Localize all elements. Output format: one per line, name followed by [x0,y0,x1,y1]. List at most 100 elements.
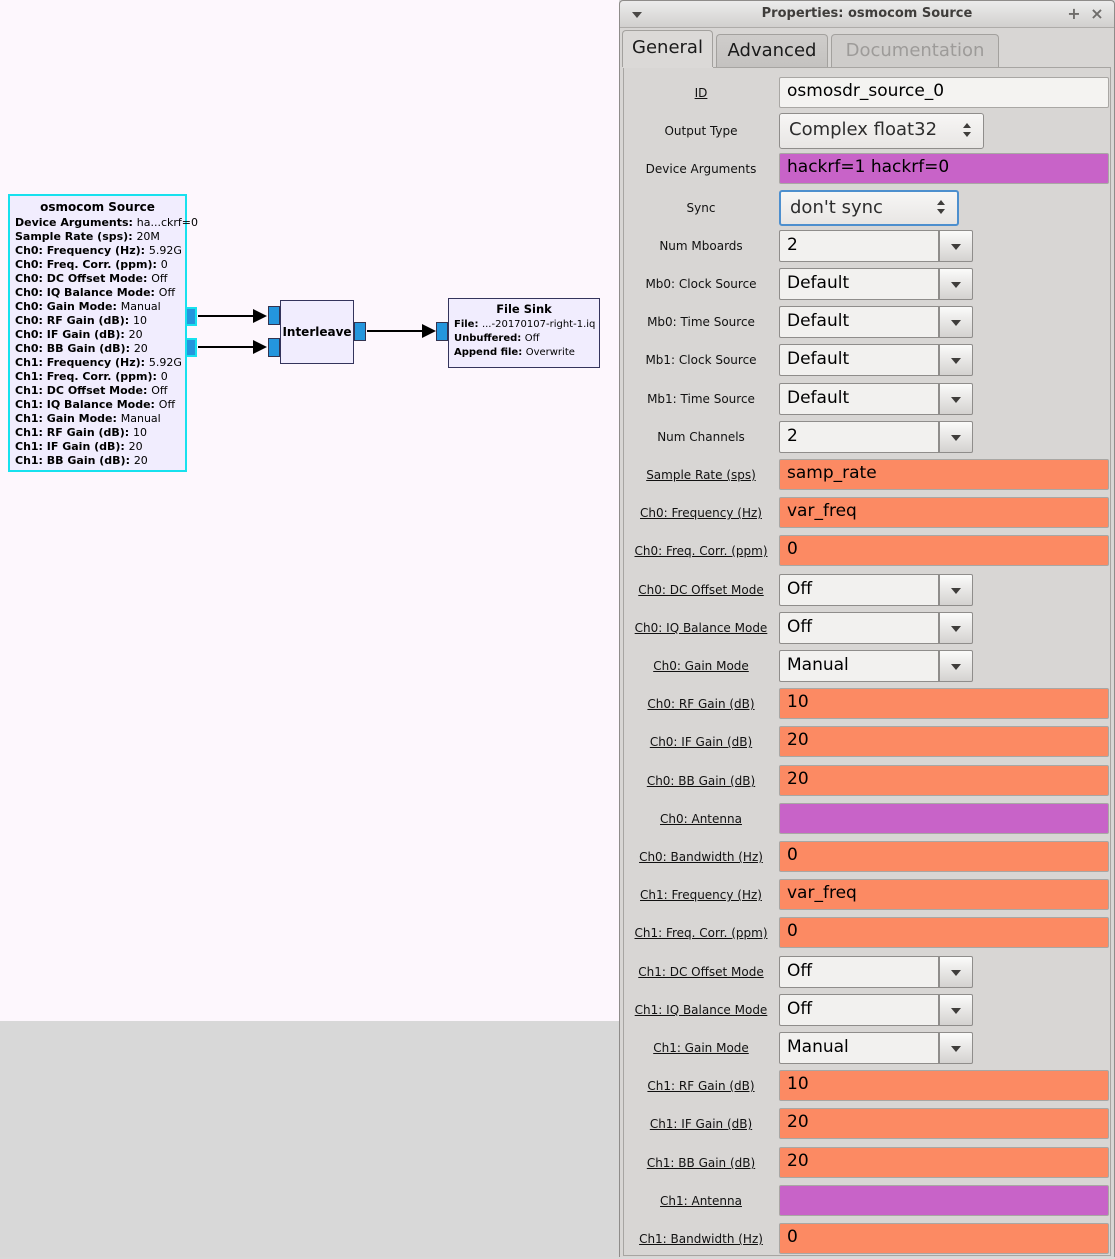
dropdown-button-mb1-time-source[interactable] [939,383,973,415]
block-param-line: Ch1: RF Gain (dB): 10 [15,426,148,439]
window-menu-icon[interactable] [632,12,642,18]
field-ch0-bandwidth[interactable]: 0 [779,841,1109,872]
block-param-line: Ch1: Gain Mode: Manual [15,412,161,425]
field-ch0-frequency[interactable]: var_freq [779,497,1109,528]
label-ch1-bandwidth: Ch1: Bandwidth (Hz) [639,1232,763,1246]
label-ch1-bb-gain: Ch1: BB Gain (dB) [646,1156,756,1170]
label-mb0-time-source: Mb0: Time Source [647,315,755,329]
label-ch0-if-gain: Ch0: IF Gain (dB) [649,735,753,749]
field-ch1-if-gain[interactable]: 20 [779,1108,1109,1139]
dropdown-arrow-icon [951,282,961,288]
field-ch1-bb-gain[interactable]: 20 [779,1147,1109,1178]
output-port[interactable] [354,322,366,341]
label-id: ID [694,86,708,100]
field-device-arguments[interactable]: hackrf=1 hackrf=0 [779,153,1109,184]
connection[interactable] [367,330,423,332]
property-row-ch1-freq-corr: Ch1: Freq. Corr. (ppm) 0 [620,917,1114,953]
input-port[interactable] [268,338,280,357]
property-row-ch1-dc-offset-mode: Ch1: DC Offset Mode Off [620,956,1114,992]
field-ch0-gain-mode[interactable]: Manual [779,650,939,682]
property-row-sample-rate: Sample Rate (sps) samp_rate [620,459,1114,495]
block-param-line: Ch1: BB Gain (dB): 20 [15,454,148,467]
dropdown-arrow-icon [951,626,961,632]
dropdown-button-mb0-clock-source[interactable] [939,268,973,300]
file-sink-block[interactable]: File Sink File: ...-20170107-right-1.iq U… [448,298,600,368]
label-sync: Sync [686,201,716,215]
field-mb0-clock-source[interactable]: Default [779,268,939,300]
dropdown-button-num-channels[interactable] [939,421,973,453]
osmocom-source-block[interactable]: osmocom Source Device Arguments: ha...ck… [8,194,199,472]
field-mb1-time-source[interactable]: Default [779,383,939,415]
field-ch1-gain-mode[interactable]: Manual [779,1032,939,1064]
property-row-ch1-antenna: Ch1: Antenna [620,1185,1114,1221]
field-sample-rate[interactable]: samp_rate [779,459,1109,490]
property-row-device-arguments: Device Arguments hackrf=1 hackrf=0 [620,153,1114,189]
block-param-line: Ch1: Frequency (Hz): 5.92G [15,356,182,369]
block-param-line: Device Arguments: ha...ckrf=0 [15,216,199,229]
connection[interactable] [198,346,254,348]
dropdown-button-num-mboards[interactable] [939,230,973,262]
block-param-line: Ch1: Freq. Corr. (ppm): 0 [15,370,168,383]
property-row-ch0-dc-offset-mode: Ch0: DC Offset Mode Off [620,574,1114,610]
field-ch0-iq-balance-mode[interactable]: Off [779,612,939,644]
dropdown-button-ch1-iq-balance-mode[interactable] [939,994,973,1026]
label-ch0-bandwidth: Ch0: Bandwidth (Hz) [639,850,763,864]
dropdown-button-ch1-dc-offset-mode[interactable] [939,956,973,988]
property-row-ch0-rf-gain: Ch0: RF Gain (dB) 10 [620,688,1114,724]
field-num-channels[interactable]: 2 [779,421,939,453]
tab-general[interactable]: General [622,30,713,67]
dropdown-button-ch0-iq-balance-mode[interactable] [939,612,973,644]
block-params: Device Arguments: ha...ckrf=0 Sample Rate… [10,216,199,468]
field-ch0-freq-corr[interactable]: 0 [779,535,1109,566]
field-num-mboards[interactable]: 2 [779,230,939,262]
property-row-id: ID osmosdr_source_0 [620,77,1114,113]
maximize-icon[interactable]: + [1067,4,1081,23]
close-icon[interactable]: × [1090,4,1104,23]
label-mb1-time-source: Mb1: Time Source [647,392,755,406]
flowgraph-canvas[interactable]: osmocom Source Device Arguments: ha...ck… [0,0,619,1021]
field-ch1-rf-gain[interactable]: 10 [779,1070,1109,1101]
property-row-num-mboards: Num Mboards 2 [620,230,1114,266]
field-ch0-antenna[interactable] [779,803,1109,834]
field-ch0-rf-gain[interactable]: 10 [779,688,1109,719]
label-ch0-freq-corr: Ch0: Freq. Corr. (ppm) [634,544,768,558]
property-row-ch0-frequency: Ch0: Frequency (Hz) var_freq [620,497,1114,533]
connection[interactable] [198,315,254,317]
dropdown-button-mb1-clock-source[interactable] [939,344,973,376]
field-ch0-if-gain[interactable]: 20 [779,726,1109,757]
field-ch1-iq-balance-mode[interactable]: Off [779,994,939,1026]
spinner-arrows-icon [963,123,971,137]
tab-bar: General Advanced Documentation [620,29,1114,67]
property-row-mb0-time-source: Mb0: Time Source Default [620,306,1114,342]
output-port[interactable] [185,307,197,326]
dropdown-arrow-icon [951,970,961,976]
block-param-line: Ch1: IF Gain (dB): 20 [15,440,143,453]
block-param-line: Ch0: Frequency (Hz): 5.92G [15,244,182,257]
field-mb0-time-source[interactable]: Default [779,306,939,338]
field-ch1-dc-offset-mode[interactable]: Off [779,956,939,988]
dropdown-button-mb0-time-source[interactable] [939,306,973,338]
property-row-ch1-bandwidth: Ch1: Bandwidth (Hz) 0 [620,1223,1114,1259]
field-ch0-dc-offset-mode[interactable]: Off [779,574,939,606]
field-ch1-frequency[interactable]: var_freq [779,879,1109,910]
field-ch0-bb-gain[interactable]: 20 [779,765,1109,796]
field-output-type[interactable]: Complex float32 [779,113,984,149]
field-ch1-freq-corr[interactable]: 0 [779,917,1109,948]
field-mb1-clock-source[interactable]: Default [779,344,939,376]
field-ch1-bandwidth[interactable]: 0 [779,1223,1109,1254]
interleave-block[interactable]: Interleave [280,300,354,364]
dropdown-button-ch0-dc-offset-mode[interactable] [939,574,973,606]
window-titlebar[interactable]: Properties: osmocom Source + × [620,1,1114,28]
field-id[interactable]: osmosdr_source_0 [779,77,1109,108]
field-ch1-antenna[interactable] [779,1185,1109,1216]
label-ch0-antenna: Ch0: Antenna [660,812,742,826]
input-port[interactable] [268,306,280,325]
field-sync[interactable]: don't sync [779,190,959,226]
property-row-ch1-gain-mode: Ch1: Gain Mode Manual [620,1032,1114,1068]
block-param-line: Ch0: Gain Mode: Manual [15,300,161,313]
output-port[interactable] [185,338,197,357]
input-port[interactable] [436,322,448,341]
dropdown-button-ch0-gain-mode[interactable] [939,650,973,682]
dropdown-button-ch1-gain-mode[interactable] [939,1032,973,1064]
tab-advanced[interactable]: Advanced [716,34,828,67]
